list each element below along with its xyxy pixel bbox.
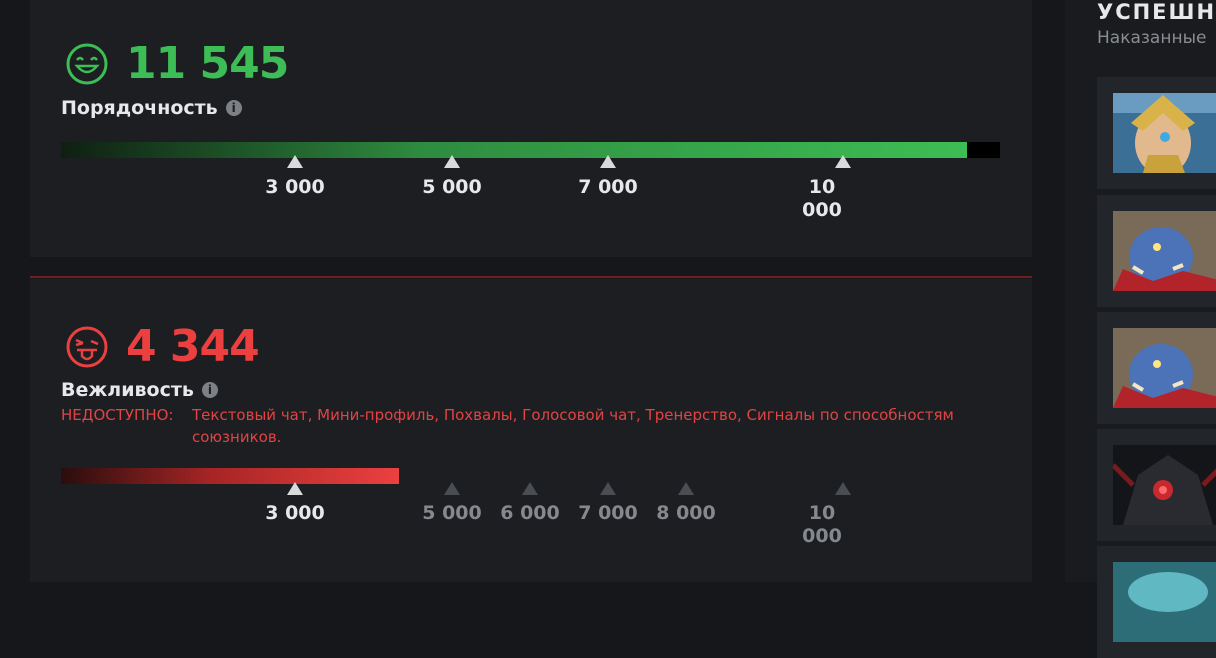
tick-label: 3 000 [265,502,325,524]
unavailable-label: НЕДОСТУПНО: [61,406,174,424]
hero-portrait-omniknight [1113,93,1216,173]
tick-marker-5000 [444,482,460,495]
tick-marker-7000 [600,482,616,495]
hero-portrait-unknown [1113,562,1216,642]
sidebar-subtitle: Наказанные [1097,28,1207,48]
tick-label: 7 000 [578,176,638,198]
tick-marker-10000 [835,482,851,495]
section-divider [30,276,1032,278]
punished-player-card[interactable] [1097,429,1216,541]
tick-marker-7000 [600,155,616,168]
sidebar-title: УСПЕШНЫ [1097,0,1216,24]
tick-label: 3 000 [265,176,325,198]
hero-portrait-shadow-fiend [1113,445,1216,525]
sidebar-successful-reports: УСПЕШНЫ Наказанные [1065,0,1216,658]
behavior-progress-fill [61,468,400,484]
tick-marker-8000 [678,482,694,495]
tick-marker-3000 [287,482,303,495]
unavailable-list: Текстовый чат, Мини-профиль, Похвалы, Го… [192,406,954,446]
behavior-panel: 4 344 Вежливость i НЕДОСТУПНО: Текстовый… [30,279,1032,582]
behavior-label: Вежливость [61,379,194,401]
behavior-progress-bar [61,468,1000,484]
conduct-score: 11 545 [126,38,289,89]
behavior-score: 4 344 [126,321,260,372]
tick-marker-6000 [522,482,538,495]
info-icon[interactable]: i [201,382,218,398]
info-icon[interactable]: i [225,100,242,116]
tick-label: 5 000 [422,502,482,524]
tick-marker-5000 [444,155,460,168]
tick-label: 8 000 [656,502,716,524]
tick-marker-10000 [835,155,851,168]
tick-label: 10 000 [802,176,842,221]
conduct-progress-bar [61,142,1000,158]
conduct-progress-fill [61,142,968,158]
punished-player-card[interactable] [1097,77,1216,189]
behavior-score-row: 4 344 [66,321,260,372]
hero-portrait-ogre-magi [1113,211,1216,291]
behavior-label-row: Вежливость i [61,379,218,401]
conduct-label-row: Порядочность i [61,97,242,119]
tick-label: 7 000 [578,502,638,524]
tick-marker-3000 [287,155,303,168]
unavailable-features: НЕДОСТУПНО: Текстовый чат, Мини-профиль,… [61,404,954,446]
tick-label: 10 000 [802,502,842,547]
tick-label: 5 000 [422,176,482,198]
tick-label: 6 000 [500,502,560,524]
punished-player-card[interactable] [1097,312,1216,424]
smiley-face-icon [66,43,108,84]
conduct-label: Порядочность [61,97,218,119]
conduct-score-row: 11 545 [66,38,289,89]
conduct-panel: 11 545 Порядочность i 3 000 5 000 7 000 … [30,0,1032,257]
angry-tongue-face-icon [66,326,108,367]
hero-portrait-ogre-magi [1113,328,1216,408]
punished-player-card[interactable] [1097,195,1216,307]
punished-player-card[interactable] [1097,546,1216,658]
